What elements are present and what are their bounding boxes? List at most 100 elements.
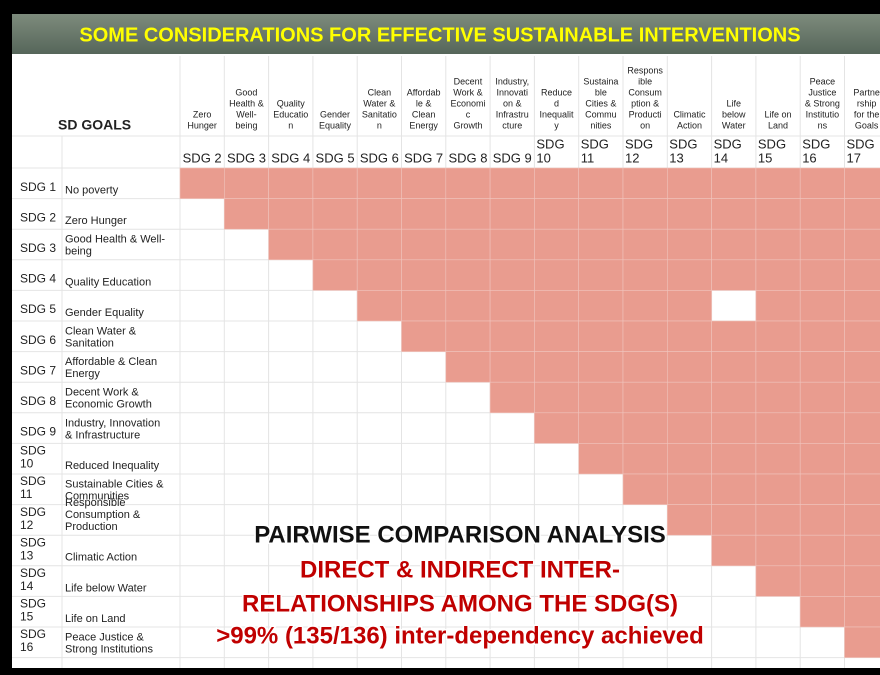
column-name: Cities & [585,98,616,108]
filled-cell [799,381,845,414]
column-name: Economi [450,98,485,108]
filled-cell [489,167,535,199]
filled-cell [534,381,580,414]
filled-cell [844,351,880,383]
column-name: Energy [409,120,438,130]
column-code: SDG [758,136,786,151]
column-name: Institutio [806,109,840,119]
filled-cell [578,381,624,414]
filled-cell [622,320,668,352]
column-code: SDG 4 [271,150,310,165]
filled-cell [799,351,845,383]
filled-cell [578,351,624,383]
filled-cell [445,228,491,261]
filled-cell [312,198,358,230]
column-name: Clean [412,109,436,119]
column-name: Well- [236,109,256,119]
filled-cell [401,290,447,322]
filled-cell [666,412,712,444]
filled-cell [666,290,712,322]
filled-cell [445,320,491,352]
filled-cell [666,473,712,505]
column-code: SDG [847,136,875,151]
row-code: 12 [20,518,34,532]
filled-cell [224,167,269,199]
filled-cell [622,198,668,230]
filled-cell [445,290,491,322]
row-code: 16 [20,640,34,654]
filled-cell [312,167,358,199]
row-name: Peace Justice & [65,632,145,644]
filled-cell [489,228,535,261]
filled-cell [711,381,757,414]
column-code: 15 [758,150,772,165]
column-name: Decent [454,76,483,86]
row-code: SDG [20,566,46,580]
filled-cell [578,167,624,199]
row-code: SDG 9 [20,425,56,439]
column-name: nities [590,120,612,130]
filled-cell [622,443,668,475]
row-name: Life below Water [65,582,147,594]
filled-cell [401,320,447,352]
filled-cell [534,167,580,199]
filled-cell [844,320,880,352]
column-code: SDG [714,136,742,151]
filled-cell [799,290,845,322]
row-name: being [65,246,92,258]
column-name: Educatio [273,109,308,119]
filled-cell [844,259,880,291]
row-code: 15 [20,610,34,624]
row-code: SDG [20,474,46,488]
filled-cell [799,443,845,475]
row-code: SDG 7 [20,363,56,377]
filled-cell [445,351,491,383]
column-name: for the [854,109,880,119]
filled-cell [666,320,712,352]
column-code: SDG 9 [493,150,532,165]
row-code: SDG 6 [20,333,56,347]
column-name: Water & [363,98,395,108]
filled-cell [755,290,801,322]
filled-cell [844,565,880,597]
filled-cell [268,198,314,230]
row-code: SDG [20,535,46,549]
column-name: ble [595,87,607,97]
column-name: ible [638,76,652,86]
row-name: Production [65,521,118,533]
filled-cell [755,443,801,475]
filled-cell [711,228,757,261]
overlay-text: DIRECT & INDIRECT INTER- [300,556,620,583]
filled-cell [799,565,845,597]
column-name: Sanitatio [362,109,397,119]
column-code: SDG 5 [316,150,355,165]
row-name: Industry, Innovation [65,417,160,429]
row-code: SDG [20,597,46,611]
filled-cell [799,228,845,261]
filled-cell [534,259,580,291]
column-name: ns [818,120,828,130]
column-name: Consum [628,87,662,97]
filled-cell [622,381,668,414]
filled-cell [755,228,801,261]
filled-cell [799,259,845,291]
row-name: Strong Institutions [65,644,154,656]
filled-cell [755,320,801,352]
row-name: Gender Equality [65,307,144,319]
slide-title: SOME CONSIDERATIONS FOR EFFECTIVE SUSTAI… [79,24,800,46]
filled-cell [578,443,624,475]
column-code: SDG 8 [448,150,487,165]
filled-cell [489,320,535,352]
column-code: 14 [714,150,728,165]
column-code: 13 [669,150,683,165]
filled-cell [844,381,880,414]
filled-cell [179,167,225,199]
row-name: No poverty [65,185,119,197]
row-code: 11 [20,487,33,501]
filled-cell [755,351,801,383]
filled-cell [578,320,624,352]
row-name: Sustainable Cities & [65,479,164,491]
filled-cell [755,198,801,230]
filled-cell [666,504,712,536]
